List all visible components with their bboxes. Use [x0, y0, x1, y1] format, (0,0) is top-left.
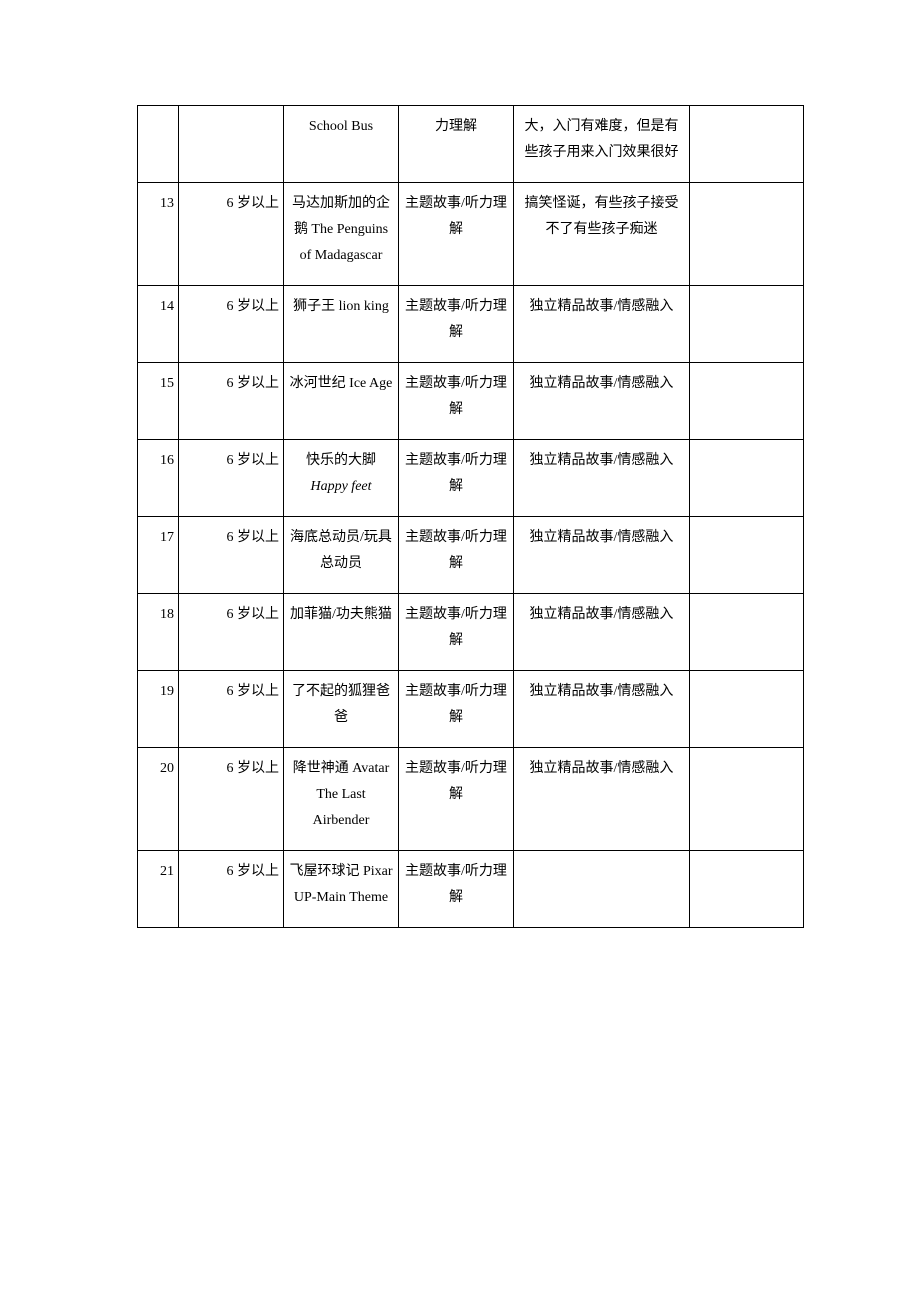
- cell-age: 6 岁以上: [179, 748, 284, 851]
- cell-num: 21: [138, 851, 179, 928]
- cell-category: 主题故事/听力理解: [399, 517, 514, 594]
- cell-age: 6 岁以上: [179, 363, 284, 440]
- cell-num: [138, 106, 179, 183]
- title-text: 快乐的大脚: [306, 453, 376, 468]
- cell-age: 6 岁以上: [179, 440, 284, 517]
- cell-note: [514, 851, 690, 928]
- cell-num: 18: [138, 594, 179, 671]
- cell-category: 力理解: [399, 106, 514, 183]
- table-row: 16 6 岁以上 快乐的大脚 Happy feet 主题故事/听力理解 独立精品…: [138, 440, 804, 517]
- cell-age: 6 岁以上: [179, 183, 284, 286]
- cell-category: 主题故事/听力理解: [399, 748, 514, 851]
- cell-category: 主题故事/听力理解: [399, 363, 514, 440]
- cell-title: 加菲猫/功夫熊猫: [284, 594, 399, 671]
- cell-age: 6 岁以上: [179, 517, 284, 594]
- cell-age: 6 岁以上: [179, 851, 284, 928]
- cell-note: 独立精品故事/情感融入: [514, 363, 690, 440]
- cell-note: 独立精品故事/情感融入: [514, 594, 690, 671]
- cell-age: 6 岁以上: [179, 286, 284, 363]
- cell-num: 15: [138, 363, 179, 440]
- cell-note: 独立精品故事/情感融入: [514, 440, 690, 517]
- cell-category: 主题故事/听力理解: [399, 851, 514, 928]
- table-row: 19 6 岁以上 了不起的狐狸爸爸 主题故事/听力理解 独立精品故事/情感融入: [138, 671, 804, 748]
- cell-title: 狮子王 lion king: [284, 286, 399, 363]
- cell-age: [179, 106, 284, 183]
- cell-age: 6 岁以上: [179, 594, 284, 671]
- media-table: School Bus 力理解 大，入门有难度，但是有些孩子用来入门效果很好 13…: [137, 105, 804, 928]
- cell-title: 快乐的大脚 Happy feet: [284, 440, 399, 517]
- table-row: School Bus 力理解 大，入门有难度，但是有些孩子用来入门效果很好: [138, 106, 804, 183]
- cell-note: 独立精品故事/情感融入: [514, 517, 690, 594]
- title-italic: Happy feet: [310, 479, 371, 494]
- cell-category: 主题故事/听力理解: [399, 671, 514, 748]
- cell-num: 13: [138, 183, 179, 286]
- cell-title: 马达加斯加的企鹅 The Penguins of Madagascar: [284, 183, 399, 286]
- cell-title: School Bus: [284, 106, 399, 183]
- table-row: 15 6 岁以上 冰河世纪 Ice Age 主题故事/听力理解 独立精品故事/情…: [138, 363, 804, 440]
- cell-note: 独立精品故事/情感融入: [514, 671, 690, 748]
- table-row: 20 6 岁以上 降世神通 Avatar The Last Airbender …: [138, 748, 804, 851]
- cell-category: 主题故事/听力理解: [399, 286, 514, 363]
- cell-category: 主题故事/听力理解: [399, 183, 514, 286]
- cell-category: 主题故事/听力理解: [399, 594, 514, 671]
- cell-title: 降世神通 Avatar The Last Airbender: [284, 748, 399, 851]
- cell-last: [690, 851, 804, 928]
- cell-num: 17: [138, 517, 179, 594]
- cell-num: 16: [138, 440, 179, 517]
- cell-title: 飞屋环球记 Pixar UP-Main Theme: [284, 851, 399, 928]
- cell-last: [690, 440, 804, 517]
- cell-last: [690, 748, 804, 851]
- cell-note: 大，入门有难度，但是有些孩子用来入门效果很好: [514, 106, 690, 183]
- cell-title: 了不起的狐狸爸爸: [284, 671, 399, 748]
- table-row: 14 6 岁以上 狮子王 lion king 主题故事/听力理解 独立精品故事/…: [138, 286, 804, 363]
- table-row: 13 6 岁以上 马达加斯加的企鹅 The Penguins of Madaga…: [138, 183, 804, 286]
- cell-title: 海底总动员/玩具总动员: [284, 517, 399, 594]
- table-row: 18 6 岁以上 加菲猫/功夫熊猫 主题故事/听力理解 独立精品故事/情感融入: [138, 594, 804, 671]
- cell-note: 搞笑怪诞，有些孩子接受不了有些孩子痴迷: [514, 183, 690, 286]
- table-body: School Bus 力理解 大，入门有难度，但是有些孩子用来入门效果很好 13…: [138, 106, 804, 928]
- cell-category: 主题故事/听力理解: [399, 440, 514, 517]
- table-row: 21 6 岁以上 飞屋环球记 Pixar UP-Main Theme 主题故事/…: [138, 851, 804, 928]
- cell-num: 14: [138, 286, 179, 363]
- cell-last: [690, 286, 804, 363]
- cell-last: [690, 594, 804, 671]
- cell-last: [690, 183, 804, 286]
- cell-age: 6 岁以上: [179, 671, 284, 748]
- cell-note: 独立精品故事/情感融入: [514, 748, 690, 851]
- cell-last: [690, 671, 804, 748]
- document-page: School Bus 力理解 大，入门有难度，但是有些孩子用来入门效果很好 13…: [0, 0, 920, 1302]
- table-row: 17 6 岁以上 海底总动员/玩具总动员 主题故事/听力理解 独立精品故事/情感…: [138, 517, 804, 594]
- cell-note: 独立精品故事/情感融入: [514, 286, 690, 363]
- cell-title: 冰河世纪 Ice Age: [284, 363, 399, 440]
- cell-num: 19: [138, 671, 179, 748]
- cell-num: 20: [138, 748, 179, 851]
- cell-last: [690, 106, 804, 183]
- cell-last: [690, 363, 804, 440]
- cell-last: [690, 517, 804, 594]
